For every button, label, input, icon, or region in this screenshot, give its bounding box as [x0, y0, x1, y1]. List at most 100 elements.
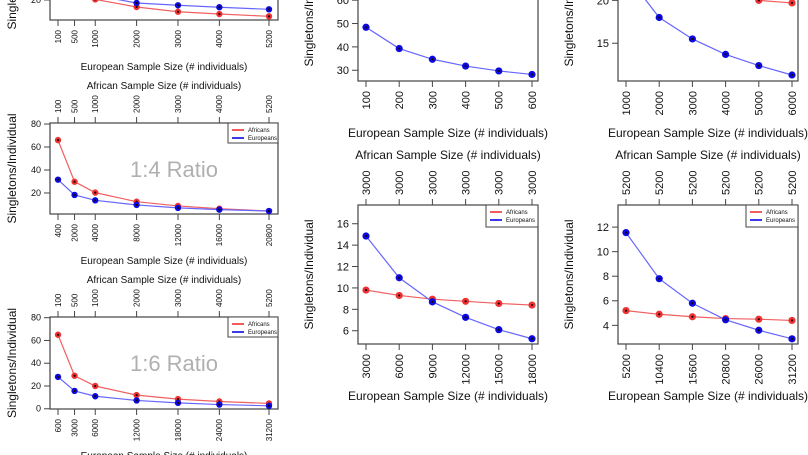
data-point-center [94, 0, 97, 1]
data-point-center [364, 234, 368, 238]
y-tick-label: 80 [31, 313, 41, 323]
top-x-tick-label: 5200 [687, 171, 699, 195]
data-point-center [135, 5, 138, 9]
x-tick-label: 100 [361, 91, 373, 109]
series-group [54, 136, 273, 215]
top-x-tick-label: 500 [70, 99, 79, 113]
panel-mid-2: 3000 6000 9000 12000 15000 18000 3000 3000 3000 3… [302, 148, 548, 403]
legend-label: Europeans [248, 136, 277, 142]
x-tick-label: 4000 [91, 223, 100, 241]
series-group [92, 0, 273, 20]
x-tick-label: 300 [427, 91, 439, 109]
y-tick-label: 30 [337, 65, 349, 77]
y-tick-label: 14 [337, 240, 349, 252]
data-point-center [218, 208, 221, 211]
y-tick-label: 8 [343, 304, 349, 316]
plot-box [49, 122, 279, 215]
top-x-tick-label: 5200 [754, 171, 766, 195]
data-point-center [218, 12, 221, 16]
x-tick-label: 15600 [687, 354, 699, 385]
y-tick-label: 60 [337, 0, 349, 7]
panel-right-2: 5200 10400 15600 20800 26000 31200 5200 5200 520… [562, 148, 808, 403]
legend: Africans Europeans [227, 316, 279, 338]
data-point-center [464, 316, 467, 319]
series-line-africans [758, 0, 793, 4]
series-line-europeans [365, 235, 533, 340]
legend: Africans Europeans [745, 204, 799, 228]
x-tick-label: 12000 [460, 354, 472, 385]
x-tick-label: 8000 [132, 223, 141, 241]
data-point-africans [755, 0, 763, 4]
data-point-center [790, 73, 794, 77]
plot-box [617, 204, 799, 345]
top-x-axis-title: African Sample Size (# individuals) [87, 275, 242, 286]
y-tick-label: 8 [603, 271, 609, 283]
data-point-center [73, 374, 76, 377]
data-point-center [267, 404, 271, 407]
y-tick-label: 20 [31, 381, 41, 391]
data-point-center [431, 58, 434, 61]
data-point-center [56, 333, 60, 336]
x-tick-label: 6000 [91, 418, 100, 436]
x-tick-label: 200 [394, 91, 406, 109]
x-tick-label: 6000 [394, 354, 406, 378]
x-tick-label: 18000 [527, 354, 539, 385]
data-point-center [757, 0, 760, 2]
top-x-tick-label: 3000 [361, 171, 373, 195]
series-line-europeans [644, 0, 793, 76]
top-x-tick-label: 3000 [394, 171, 406, 195]
y-tick-label: 6 [603, 296, 609, 308]
data-point-center [757, 64, 760, 67]
data-point-center [218, 6, 221, 9]
series-line-europeans [57, 376, 270, 407]
x-tick-label: 4000 [720, 91, 732, 115]
legend-label: Africans [766, 210, 788, 216]
x-tick-label: 12000 [132, 418, 141, 441]
plot-box [357, 204, 539, 345]
x-axis-title: European Sample Size (# individuals) [608, 389, 808, 403]
data-point-center [94, 384, 97, 388]
y-tick-label: 60 [31, 335, 41, 345]
series-line-europeans [625, 232, 793, 340]
panel-right-1: 1000 2000 3000 4000 5000 6000 15 20 European Sam… [562, 0, 808, 140]
data-point-center [530, 303, 534, 307]
y-tick-label: 12 [597, 222, 609, 234]
data-point-center [73, 193, 76, 197]
legend-label: Europeans [766, 218, 795, 224]
data-point-center [267, 209, 271, 213]
data-point-center [135, 399, 138, 402]
x-tick-label: 1000 [621, 91, 633, 115]
top-x-tick-label: 3000 [174, 289, 183, 307]
data-point-center [624, 309, 628, 312]
y-tick-label: 40 [337, 42, 349, 54]
x-tick-label: 10400 [654, 354, 666, 385]
y-axis-title: Singletons/Individual [302, 219, 316, 329]
y-axis-title: Singletons/Individual [5, 0, 19, 30]
top-x-tick-label: 100 [54, 99, 63, 113]
legend-label: Europeans [506, 218, 535, 224]
top-x-tick-label: 5200 [787, 171, 799, 195]
top-x-tick-label: 3000 [174, 95, 183, 113]
top-x-tick-label: 3000 [494, 171, 506, 195]
data-point-center [724, 53, 727, 56]
data-point-center [691, 315, 694, 318]
data-point-center [56, 178, 60, 181]
y-axis-title: Singletons/Individual [5, 113, 19, 223]
top-x-tick-label: 3000 [427, 171, 439, 195]
x-tick-label: 3000 [687, 91, 699, 115]
top-x-tick-label: 1000 [91, 95, 100, 113]
x-axis-title: European Sample Size (# individuals) [608, 126, 808, 140]
legend-label: Africans [248, 322, 270, 328]
y-tick-label: 40 [31, 358, 41, 368]
top-x-axis-title: African Sample Size (# individuals) [87, 81, 242, 92]
series-line-africans [625, 310, 793, 322]
y-tick-label: 4 [603, 320, 609, 332]
y-tick-label: 6 [343, 326, 349, 338]
data-point-center [73, 180, 76, 183]
x-axis-title: European Sample Size (# individuals) [348, 389, 548, 403]
ratio-annotation: 1:6 Ratio [130, 351, 218, 376]
top-x-tick-label: 3000 [527, 171, 539, 195]
x-tick-label: 100 [54, 29, 63, 43]
data-point-center [267, 8, 271, 11]
